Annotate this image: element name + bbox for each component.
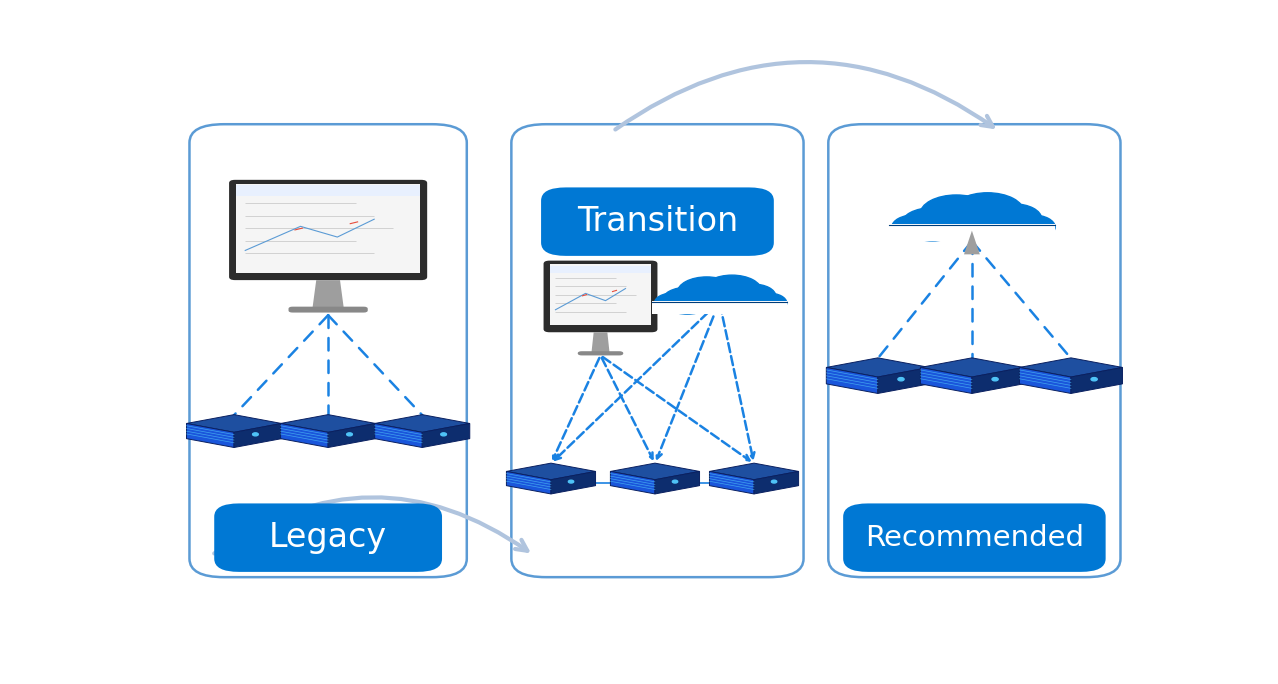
Text: Legacy: Legacy — [270, 521, 387, 554]
Circle shape — [772, 480, 777, 483]
Circle shape — [654, 293, 691, 313]
FancyBboxPatch shape — [289, 306, 368, 313]
Circle shape — [253, 433, 258, 436]
Polygon shape — [827, 367, 878, 393]
FancyBboxPatch shape — [236, 183, 420, 273]
Polygon shape — [592, 332, 610, 354]
Circle shape — [920, 195, 993, 234]
Polygon shape — [709, 463, 799, 479]
Polygon shape — [1020, 358, 1122, 377]
Circle shape — [569, 480, 574, 483]
Circle shape — [441, 433, 446, 436]
Polygon shape — [281, 423, 328, 447]
Polygon shape — [281, 415, 376, 432]
Circle shape — [730, 284, 776, 308]
FancyBboxPatch shape — [828, 124, 1121, 577]
Polygon shape — [551, 471, 596, 494]
Circle shape — [346, 433, 353, 436]
FancyBboxPatch shape — [511, 124, 804, 577]
Polygon shape — [1020, 367, 1071, 393]
Polygon shape — [187, 415, 281, 432]
Polygon shape — [328, 423, 376, 447]
FancyBboxPatch shape — [543, 261, 657, 332]
Circle shape — [1010, 215, 1056, 239]
Polygon shape — [827, 358, 929, 377]
Circle shape — [703, 275, 762, 306]
Circle shape — [750, 293, 787, 313]
Polygon shape — [611, 463, 699, 479]
FancyBboxPatch shape — [652, 301, 787, 314]
Polygon shape — [422, 423, 470, 447]
Text: Recommended: Recommended — [865, 524, 1084, 552]
Circle shape — [662, 287, 713, 314]
Circle shape — [672, 480, 677, 483]
Polygon shape — [187, 423, 234, 447]
Polygon shape — [506, 471, 551, 494]
Polygon shape — [754, 471, 799, 494]
Polygon shape — [964, 231, 980, 254]
Polygon shape — [971, 367, 1024, 393]
FancyBboxPatch shape — [236, 185, 420, 196]
Polygon shape — [656, 471, 699, 494]
Polygon shape — [709, 471, 754, 494]
Polygon shape — [234, 423, 281, 447]
FancyBboxPatch shape — [215, 503, 442, 572]
Circle shape — [898, 378, 904, 381]
Polygon shape — [611, 471, 656, 494]
Text: Transition: Transition — [576, 205, 739, 238]
FancyBboxPatch shape — [888, 224, 1056, 241]
Polygon shape — [920, 367, 971, 393]
Circle shape — [992, 378, 998, 381]
Polygon shape — [920, 358, 1024, 377]
Circle shape — [1091, 378, 1098, 381]
Circle shape — [901, 208, 964, 241]
FancyBboxPatch shape — [189, 124, 466, 577]
FancyBboxPatch shape — [843, 503, 1105, 572]
FancyBboxPatch shape — [551, 264, 651, 325]
Polygon shape — [312, 280, 344, 310]
Polygon shape — [1071, 367, 1122, 393]
Polygon shape — [506, 463, 596, 479]
FancyBboxPatch shape — [229, 180, 427, 280]
FancyBboxPatch shape — [541, 187, 774, 256]
Polygon shape — [878, 367, 929, 393]
Circle shape — [985, 204, 1042, 234]
Circle shape — [892, 215, 938, 239]
Circle shape — [951, 193, 1024, 231]
FancyBboxPatch shape — [578, 351, 624, 356]
Polygon shape — [374, 415, 470, 432]
FancyBboxPatch shape — [551, 265, 651, 273]
Polygon shape — [374, 423, 422, 447]
Circle shape — [677, 277, 736, 308]
